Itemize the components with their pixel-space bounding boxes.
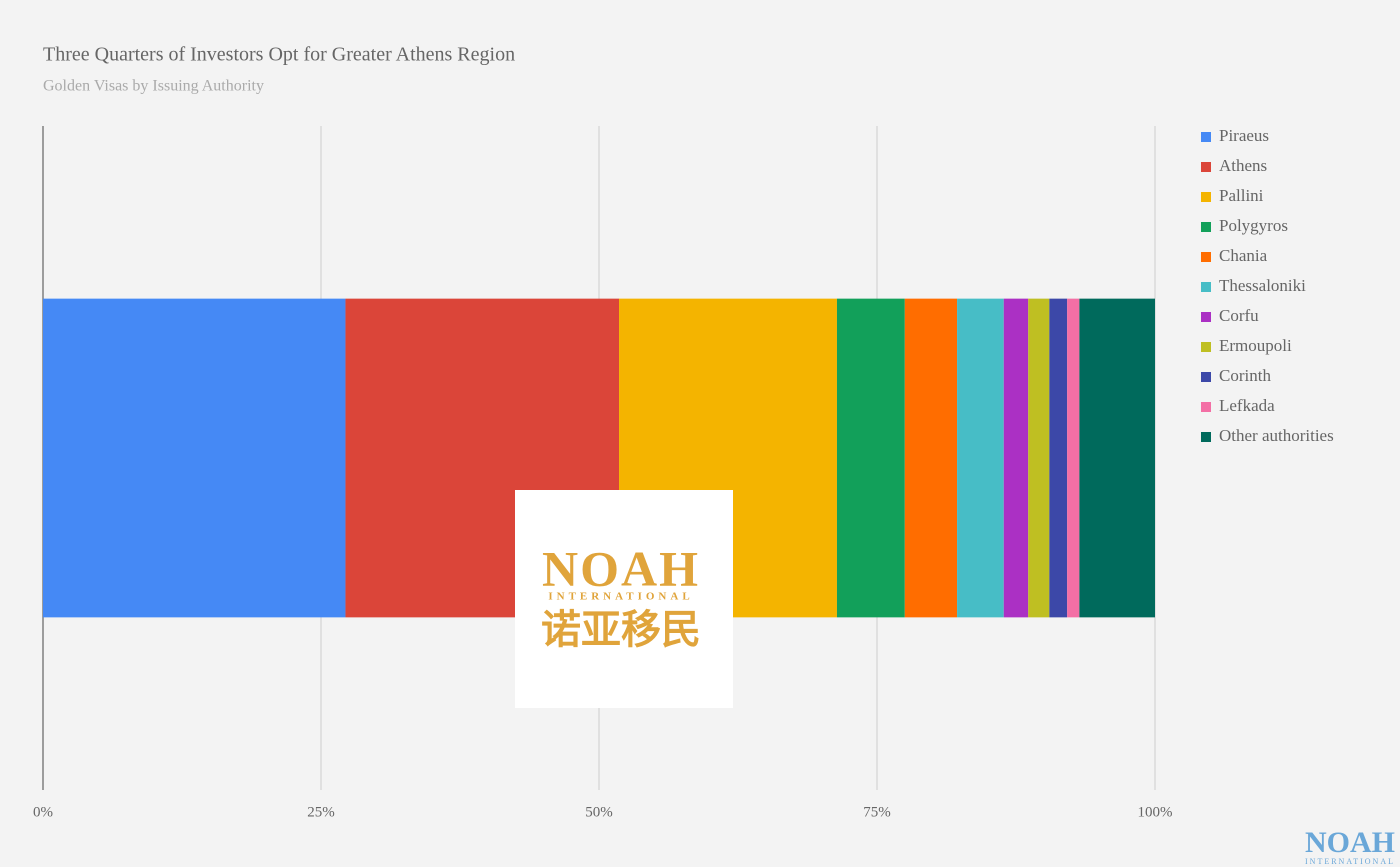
legend-swatch	[1201, 192, 1211, 202]
watermark-chinese: 诺亚移民	[541, 607, 701, 652]
legend-label: Polygyros	[1219, 216, 1288, 235]
legend-label: Corfu	[1219, 306, 1259, 325]
legend-label: Other authorities	[1219, 426, 1334, 445]
legend-label: Lefkada	[1219, 396, 1275, 415]
legend-swatch	[1201, 312, 1211, 322]
watermark-box	[515, 490, 733, 708]
x-tick-label: 25%	[307, 804, 335, 820]
bar-segment	[1003, 298, 1029, 618]
chart-subtitle: Golden Visas by Issuing Authority	[43, 78, 264, 95]
legend-swatch	[1201, 222, 1211, 232]
bar-segment	[957, 298, 1004, 618]
legend-swatch	[1201, 132, 1211, 142]
legend-label: Thessaloniki	[1219, 276, 1306, 295]
watermark-tagline: INTERNATIONAL	[548, 591, 693, 603]
legend-swatch	[1201, 432, 1211, 442]
legend-label: Pallini	[1219, 186, 1264, 205]
legend-swatch	[1201, 372, 1211, 382]
corner-logo-tagline: INTERNATIONAL	[1305, 857, 1395, 866]
legend-swatch	[1201, 252, 1211, 262]
bar-segment	[836, 298, 905, 618]
chart-title: Three Quarters of Investors Opt for Grea…	[43, 44, 515, 66]
x-tick-label: 0%	[33, 804, 53, 820]
x-tick-label: 100%	[1138, 804, 1173, 820]
bar-segment	[1028, 298, 1050, 618]
corner-logo-brand: NOAH	[1305, 826, 1395, 859]
legend-swatch	[1201, 162, 1211, 172]
legend-label: Athens	[1219, 156, 1267, 175]
legend-label: Piraeus	[1219, 126, 1269, 145]
legend-label: Chania	[1219, 246, 1268, 265]
legend-swatch	[1201, 282, 1211, 292]
bar-segment	[1049, 298, 1068, 618]
legend-swatch	[1201, 402, 1211, 412]
bar-segment	[904, 298, 958, 618]
bar-segment	[1067, 298, 1080, 618]
legend-swatch	[1201, 342, 1211, 352]
legend-label: Corinth	[1219, 366, 1271, 385]
watermark-brand: NOAH	[542, 540, 700, 596]
x-tick-label: 50%	[585, 804, 613, 820]
bar-segment	[1079, 298, 1155, 618]
x-tick-label: 75%	[863, 804, 891, 820]
legend-label: Ermoupoli	[1219, 336, 1292, 355]
bar-segment	[43, 298, 346, 618]
